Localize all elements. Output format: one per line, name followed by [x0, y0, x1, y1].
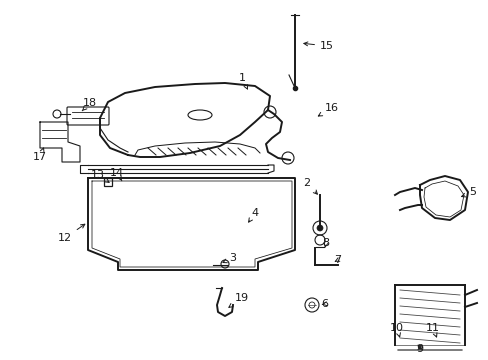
Text: 13: 13 — [91, 170, 109, 183]
Text: 8: 8 — [322, 238, 329, 248]
Text: 1: 1 — [238, 73, 247, 89]
Bar — [104, 178, 112, 186]
Text: 6: 6 — [321, 299, 328, 309]
Text: 18: 18 — [82, 98, 97, 111]
Text: 3: 3 — [223, 253, 236, 263]
Text: 7: 7 — [334, 255, 341, 265]
Text: 5: 5 — [461, 187, 475, 197]
Text: 2: 2 — [303, 178, 317, 194]
Text: 19: 19 — [228, 293, 248, 307]
Text: 4: 4 — [248, 208, 258, 222]
Text: 11: 11 — [425, 323, 439, 337]
Text: 17: 17 — [33, 148, 47, 162]
Text: 12: 12 — [58, 224, 84, 243]
Text: 14: 14 — [110, 168, 124, 181]
Text: 16: 16 — [318, 103, 338, 116]
Circle shape — [316, 225, 323, 231]
Text: 10: 10 — [389, 323, 403, 337]
Text: 9: 9 — [416, 344, 423, 354]
Text: 15: 15 — [303, 41, 333, 51]
